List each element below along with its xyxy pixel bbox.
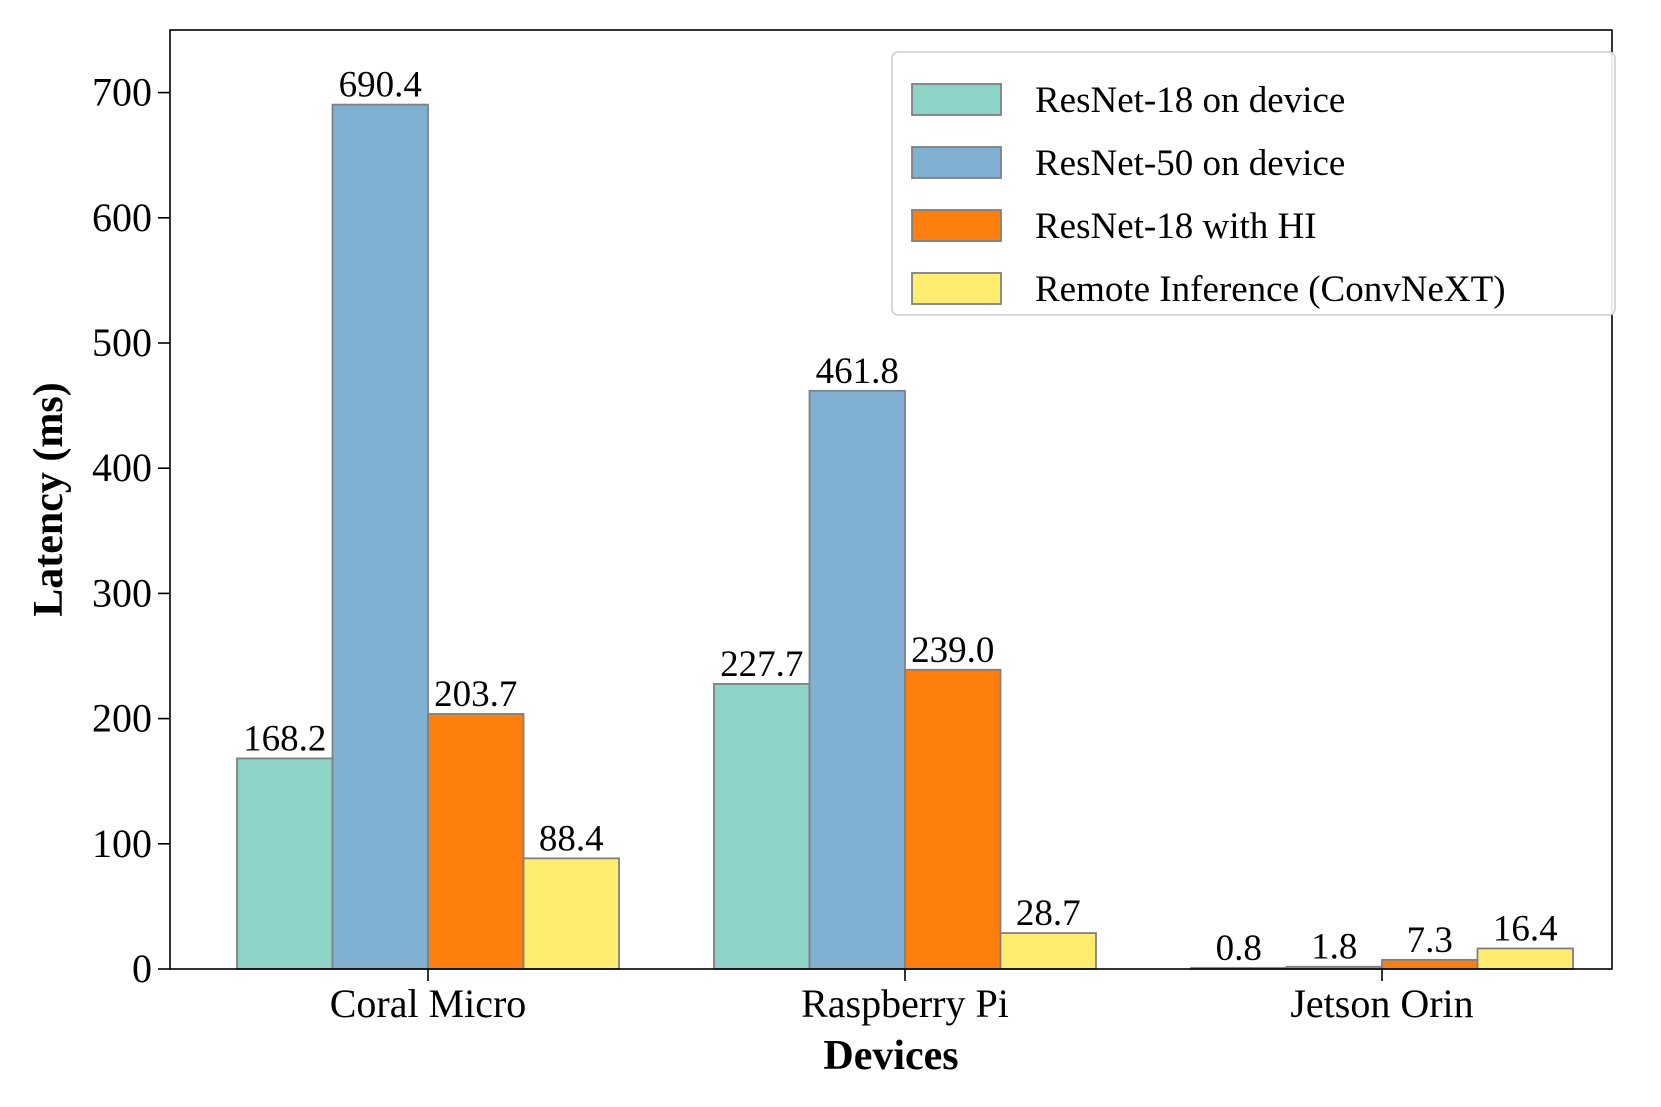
legend-entry: Remote Inference (ConvNeXT) <box>1035 269 1506 310</box>
bar-value-label: 168.2 <box>243 718 326 759</box>
legend-entry: ResNet-50 on device <box>1035 143 1345 184</box>
bar-remote-inference-convnext-coral-micro <box>522 857 620 970</box>
bar-value-label: 0.8 <box>1216 928 1262 969</box>
legend-swatch <box>911 209 1002 242</box>
legend-box <box>891 51 1616 316</box>
bar-labels-layer: 168.2 227.7 0.8 690.4 461.8 1.8 203.7 239.0 7.3 8… <box>243 65 1558 969</box>
bar-value-label: 239.0 <box>911 630 994 671</box>
y-tick-label: 300 <box>92 570 152 615</box>
y-tick-label: 100 <box>92 821 152 866</box>
y-axis-title: Latency (ms) <box>26 382 72 616</box>
y-tick-label: 500 <box>92 320 152 365</box>
bar-resnet-18-on-device-raspberry-pi <box>713 683 811 970</box>
legend-swatch <box>911 146 1002 179</box>
y-tick-label: 400 <box>92 445 152 490</box>
legend-swatch <box>911 83 1002 116</box>
bars-layer <box>236 103 1574 970</box>
bar-value-label: 16.4 <box>1493 908 1558 949</box>
x-tick-label: Jetson Orin <box>1290 981 1473 1026</box>
bar-value-label: 203.7 <box>434 674 517 715</box>
x-tick-label: Coral Micro <box>330 981 527 1026</box>
bar-value-label: 227.7 <box>720 644 803 685</box>
legend-entry: ResNet-18 on device <box>1035 80 1345 121</box>
bar-value-label: 690.4 <box>339 65 422 106</box>
bar-remote-inference-convnext-jetson-orin <box>1476 947 1574 970</box>
bar-remote-inference-convnext-raspberry-pi <box>999 932 1097 970</box>
bar-value-label: 88.4 <box>539 818 604 859</box>
bar-resnet-50-on-device-coral-micro <box>331 103 429 970</box>
bar-resnet-50-on-device-raspberry-pi <box>808 389 906 970</box>
x-tick-label: Raspberry Pi <box>801 981 1009 1026</box>
plot-frame <box>169 29 1613 970</box>
bar-value-label: 1.8 <box>1311 927 1357 968</box>
y-axis: 0 100 200 300 400 500 600 700 <box>92 70 170 991</box>
bar-resnet-18-on-device-coral-micro <box>236 757 334 970</box>
x-axis-title: Devices <box>823 1033 958 1079</box>
legend-entry: ResNet-18 with HI <box>1035 206 1317 247</box>
bar-value-label: 28.7 <box>1016 893 1081 934</box>
bar-resnet-18-with-hi-coral-micro <box>427 713 525 970</box>
legend-swatch <box>911 272 1002 305</box>
bar-resnet-18-with-hi-raspberry-pi <box>904 668 1002 970</box>
y-tick-label: 0 <box>132 946 152 991</box>
y-tick-label: 600 <box>92 195 152 240</box>
x-axis: Coral Micro Raspberry Pi Jetson Orin <box>330 969 1474 1026</box>
bar-value-label: 461.8 <box>816 351 899 392</box>
bar-value-label: 7.3 <box>1407 920 1453 961</box>
y-tick-label: 200 <box>92 696 152 741</box>
bar-resnet-18-with-hi-jetson-orin <box>1381 958 1479 970</box>
y-tick-label: 700 <box>92 70 152 115</box>
legend: ResNet-18 on device ResNet-50 on device Re… <box>891 51 1616 316</box>
